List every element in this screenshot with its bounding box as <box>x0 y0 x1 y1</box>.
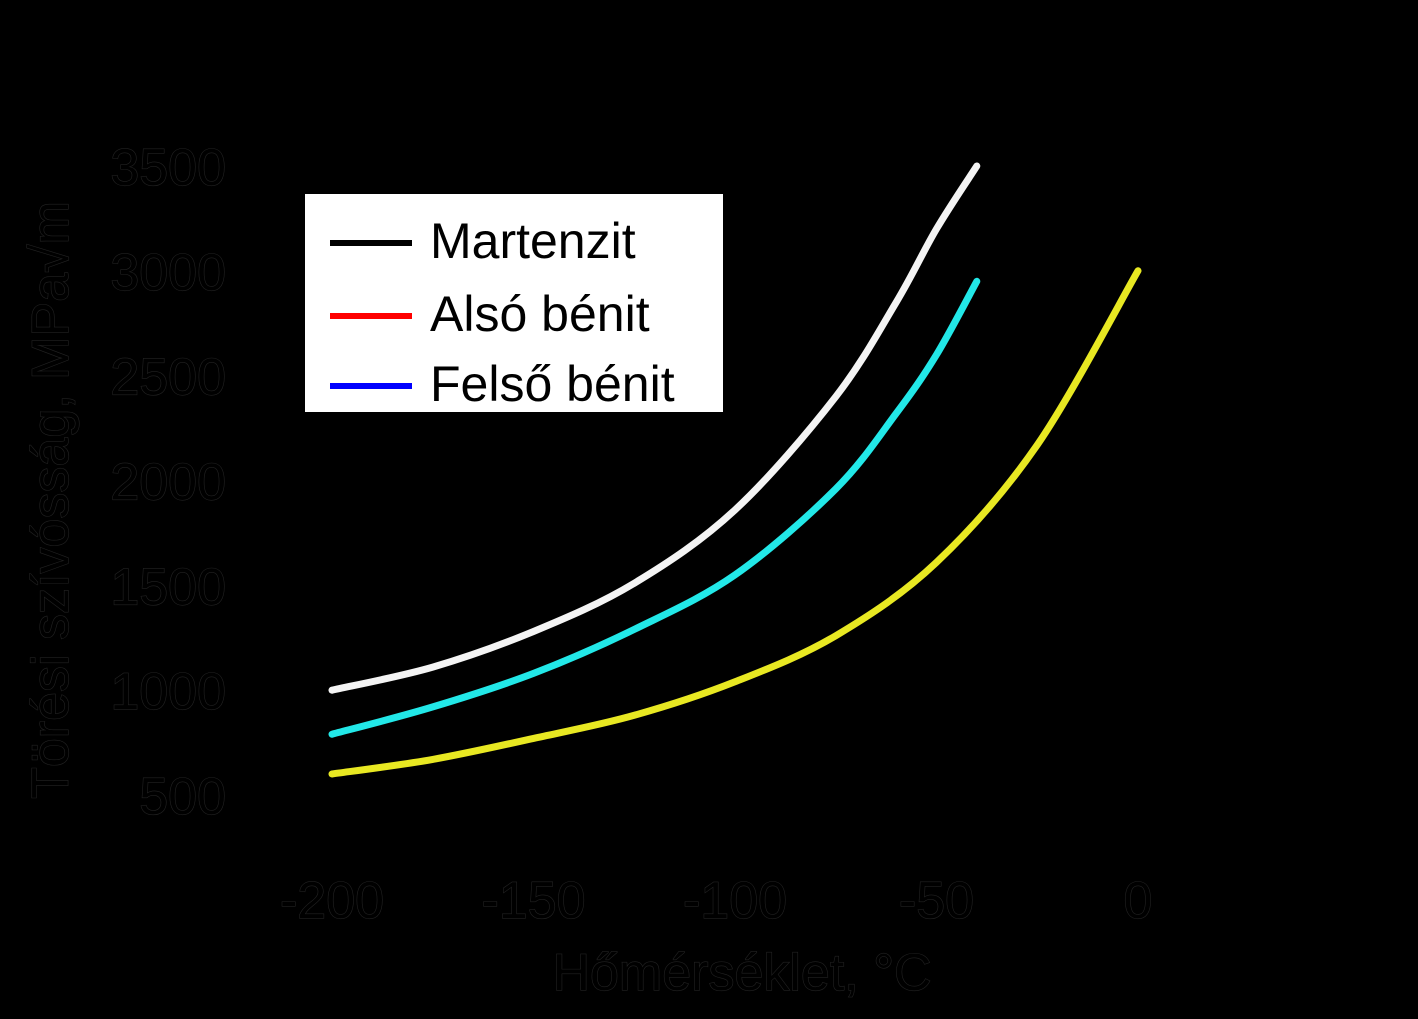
series-line-martenzit <box>328 162 981 694</box>
series-line-felso-benit <box>328 267 1142 778</box>
legend: Martenzit Alsó bénit Felső bénit <box>305 194 723 412</box>
y-tick-label: 500 <box>139 768 226 826</box>
y-tick-label: 2000 <box>110 454 226 512</box>
x-tick-label: -200 <box>280 872 384 930</box>
y-axis-label: Törési szívósság, MPa√m <box>22 201 80 799</box>
x-tick-label: -150 <box>481 872 585 930</box>
y-tick-label: 3500 <box>110 139 226 197</box>
legend-box <box>305 194 723 412</box>
x-tick-label: -100 <box>683 872 787 930</box>
y-tick-label: 1500 <box>110 558 226 616</box>
y-tick-label: 2500 <box>110 349 226 407</box>
y-tick-label: 3000 <box>110 244 226 302</box>
series-group <box>328 162 1142 778</box>
legend-label-also-benit: Alsó bénit <box>430 286 650 342</box>
series-line-also-benit <box>328 277 981 738</box>
legend-label-martenzit: Martenzit <box>430 213 636 269</box>
x-tick-label: -50 <box>899 872 974 930</box>
legend-label-felso-benit: Felső bénit <box>430 356 675 412</box>
x-tick-label: 0 <box>1124 872 1153 930</box>
y-tick-label: 1000 <box>110 663 226 721</box>
x-axis-label: Hőmérséklet, °C <box>552 944 931 1002</box>
x-axis-ticks: -200 -150 -100 -50 0 <box>279 871 1153 930</box>
y-axis-ticks: 3500 3000 2500 2000 1500 1000 500 <box>110 138 227 826</box>
